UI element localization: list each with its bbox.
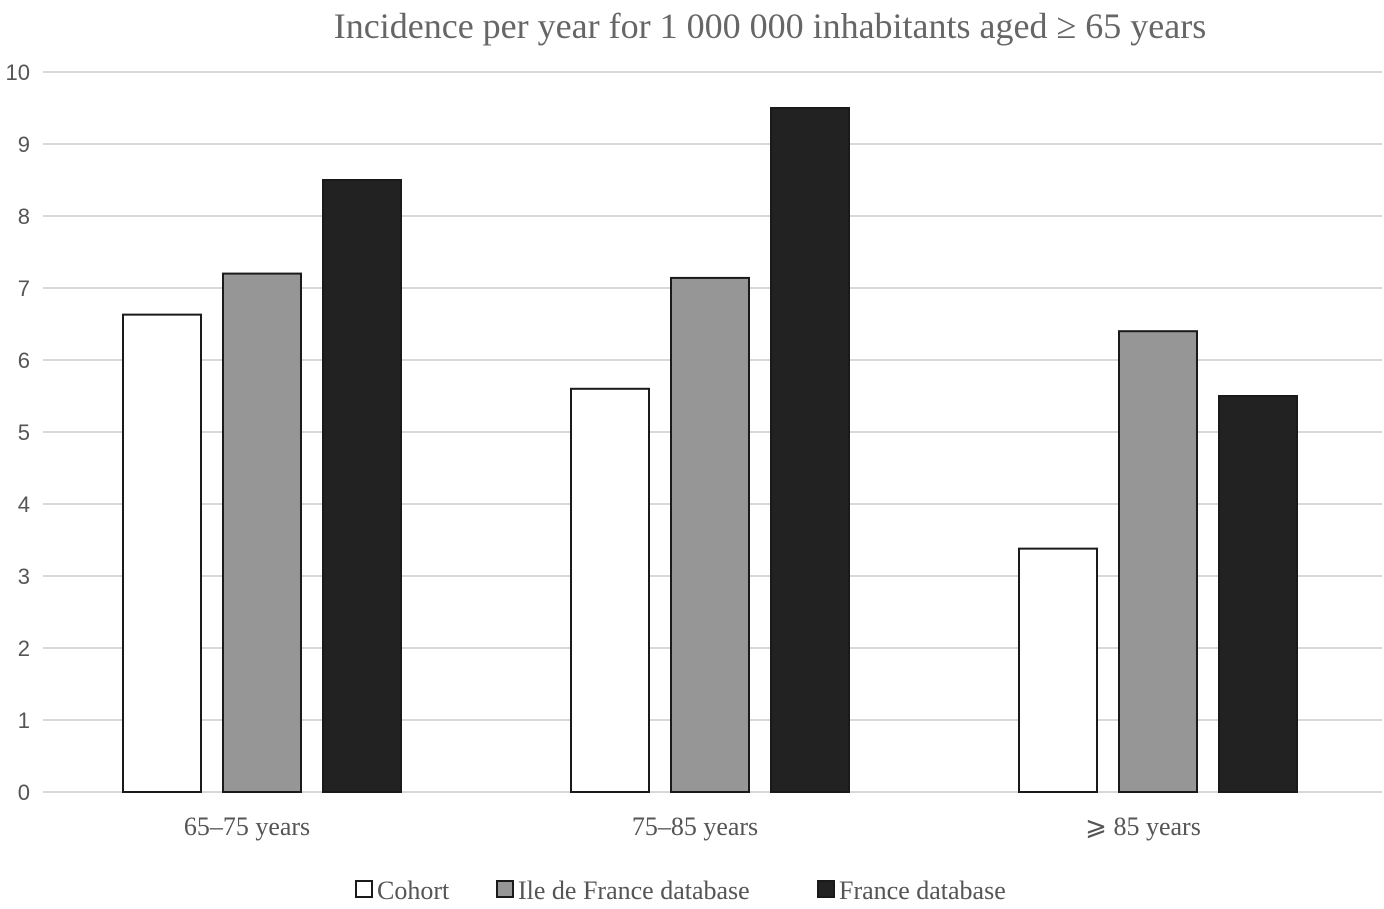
- legend-label: France database: [839, 876, 1006, 905]
- y-tick-label: 8: [18, 204, 30, 229]
- y-tick-label: 2: [18, 636, 30, 661]
- bar: [1018, 547, 1098, 794]
- legend-swatch: [817, 880, 835, 898]
- bar: [670, 276, 750, 794]
- bar: [770, 107, 850, 793]
- bar: [1118, 330, 1198, 793]
- bar: [570, 387, 650, 793]
- legend-label: Cohort: [377, 876, 450, 905]
- y-tick-label: 3: [18, 564, 30, 589]
- bar: [322, 179, 402, 793]
- y-tick-label: 9: [18, 132, 30, 157]
- y-tick-label: 4: [18, 492, 30, 517]
- y-axis-tick-labels: 0 1 2 3 4 5 6 7 8 9 10: [6, 60, 30, 805]
- y-tick-label: 10: [6, 60, 30, 85]
- bar: [122, 313, 202, 793]
- x-tick-label: 75–85 years: [632, 812, 758, 841]
- legend-swatch: [355, 880, 373, 898]
- bar: [1218, 395, 1298, 793]
- legend-swatch: [496, 880, 514, 898]
- y-tick-label: 1: [18, 708, 30, 733]
- y-tick-label: 5: [18, 420, 30, 445]
- legend: Cohort Ile de France database France datab…: [355, 876, 1006, 905]
- x-axis-tick-labels: 65–75 years 75–85 years ⩾ 85 years: [184, 812, 1201, 841]
- bars: [122, 107, 1298, 794]
- legend-label: Ile de France database: [518, 876, 750, 905]
- chart-title: Incidence per year for 1 000 000 inhabit…: [334, 6, 1206, 46]
- x-tick-label: 65–75 years: [184, 812, 310, 841]
- x-tick-label: ⩾ 85 years: [1085, 812, 1201, 841]
- y-tick-label: 6: [18, 348, 30, 373]
- y-tick-label: 7: [18, 276, 30, 301]
- y-tick-label: 0: [18, 780, 30, 805]
- bar: [222, 272, 302, 794]
